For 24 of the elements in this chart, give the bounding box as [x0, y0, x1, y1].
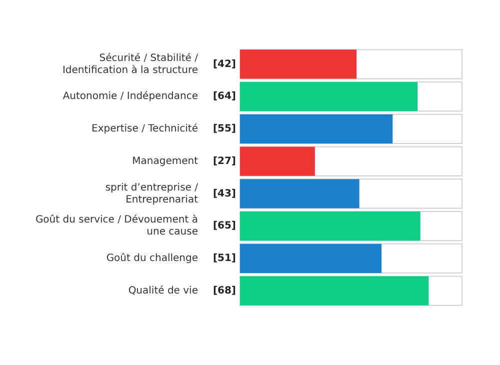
y-tick-label: Expertise / Technicité: [92, 124, 198, 135]
data-label: [51]: [212, 253, 236, 264]
bar: [240, 146, 315, 176]
bar: [240, 244, 382, 274]
data-label: [43]: [212, 188, 236, 200]
data-label: [64]: [212, 91, 236, 102]
bar: [240, 114, 393, 144]
bar: [240, 50, 357, 79]
bar: [240, 179, 360, 208]
data-label: [65]: [212, 220, 236, 232]
y-tick-label: Sécurité / Stabilité / Identification à la structure: [62, 52, 199, 76]
data-label: [68]: [212, 285, 236, 296]
bar: [240, 82, 418, 112]
y-tick-label: Goût du service / Dévouement à une cause: [35, 214, 198, 238]
y-tick-label: Autonomie / Indépendance: [62, 91, 198, 102]
bar: [240, 211, 420, 241]
y-tick-label: sprit d’entreprise / Entreprenariat: [105, 182, 199, 206]
data-label: [55]: [212, 124, 236, 135]
y-tick-label: Qualité de vie: [128, 285, 198, 296]
y-tick-label: Management: [132, 156, 198, 167]
data-label: [27]: [212, 156, 236, 167]
y-tick-label: Goût du challenge: [106, 253, 198, 264]
bar: [240, 276, 429, 306]
data-label: [42]: [212, 58, 236, 70]
